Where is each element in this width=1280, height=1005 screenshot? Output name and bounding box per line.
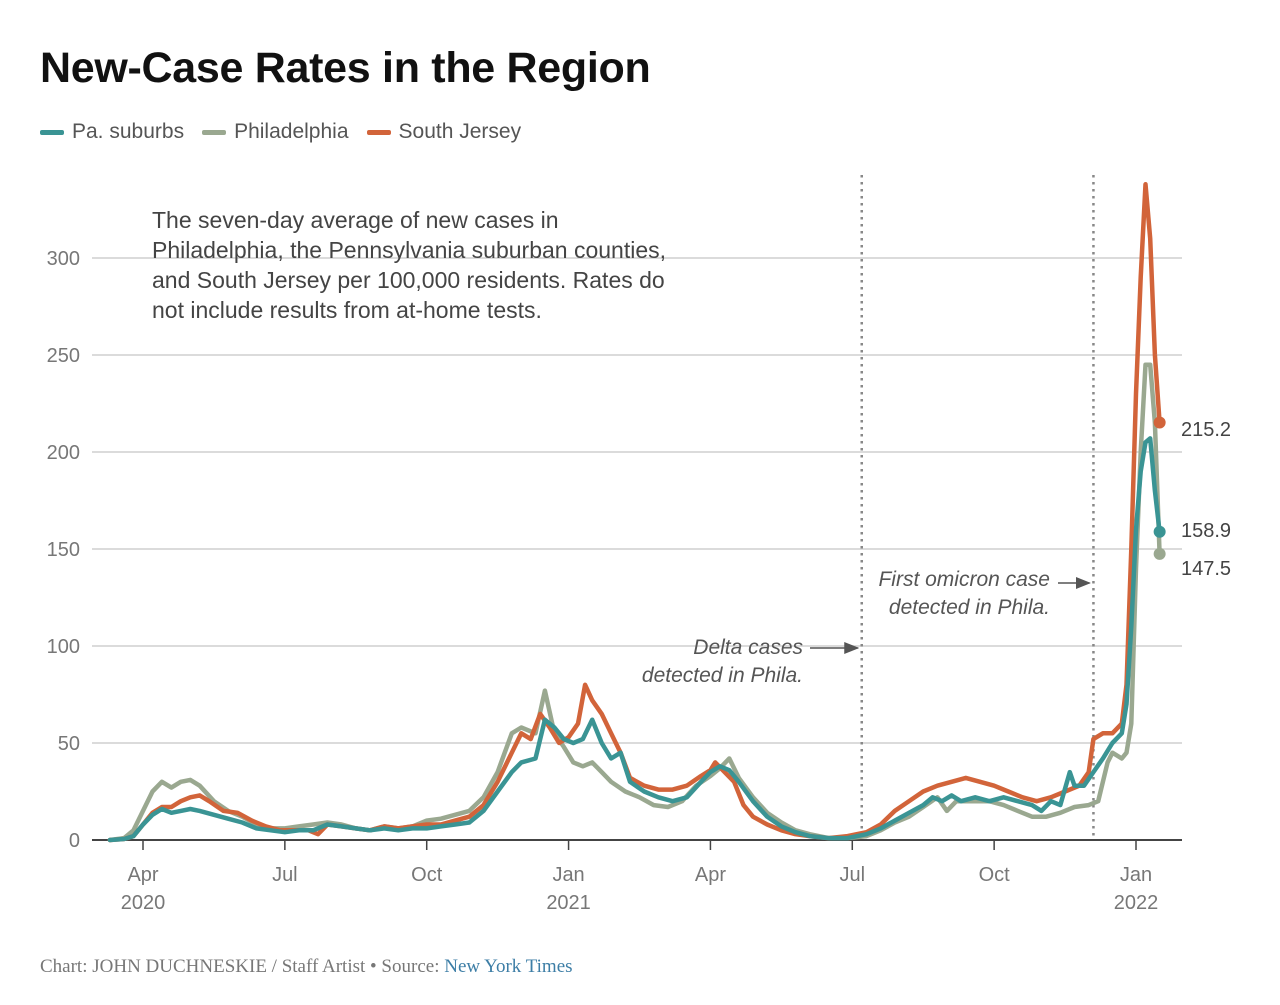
grid: 0 50 100 150 200 250 300: [47, 248, 1182, 852]
omicron-annotation: detected in Phila.: [889, 596, 1050, 619]
x-tick-year: 2020: [121, 892, 166, 914]
x-tick-label: Oct: [411, 864, 443, 886]
legend-label: South Jersey: [398, 120, 522, 143]
end-value-label: 158.9: [1181, 520, 1231, 542]
legend-swatch-south-jersey: [366, 129, 391, 135]
delta-annotation: detected in Phila.: [642, 664, 803, 687]
legend: Pa. suburbs Philadelphia South Jersey: [40, 120, 521, 144]
x-tick-label: Oct: [979, 864, 1011, 886]
legend-item-philadelphia: Philadelphia: [202, 120, 349, 144]
end-marker: [1153, 416, 1166, 429]
x-tick-label: Jul: [839, 864, 865, 886]
legend-swatch-philadelphia: [202, 129, 227, 135]
x-tick-year: 2022: [1114, 892, 1159, 914]
x-axis: Apr 2020 Jul Oct Jan 2021 Apr Jul Oct Jan 2022: [92, 839, 1182, 914]
y-tick-label: 200: [47, 442, 80, 464]
x-tick-year: 2021: [546, 892, 591, 914]
y-tick-label: 0: [69, 830, 80, 852]
x-tick-label: Apr: [127, 864, 158, 886]
chart-title: New-Case Rates in the Region: [40, 44, 651, 92]
delta-annotation: Delta cases: [693, 636, 803, 659]
annotation-lines: Delta cases detected in Phila. First omicr…: [642, 175, 1095, 840]
y-tick-label: 250: [47, 345, 80, 367]
series-line-pa-suburbs: [107, 436, 1162, 843]
end-value-label: 215.2: [1181, 419, 1231, 441]
x-tick-label: Apr: [695, 864, 726, 886]
source-link[interactable]: New York Times: [444, 956, 573, 977]
end-marker: [1153, 547, 1166, 560]
y-tick-label: 100: [47, 636, 80, 658]
end-value-label: 147.5: [1181, 558, 1231, 580]
legend-label: Pa. suburbs: [72, 120, 185, 143]
legend-item-pa-suburbs: Pa. suburbs: [40, 120, 184, 144]
legend-swatch-pa-suburbs: [40, 129, 64, 135]
chart-credit: Chart: JOHN DUCHNESKIE / Staff Artist • …: [40, 956, 573, 978]
end-markers: 158.9 147.5 215.2: [1153, 416, 1231, 580]
series-lines: [107, 182, 1162, 843]
legend-item-south-jersey: South Jersey: [366, 120, 522, 144]
chart-note: The seven-day average of new cases in Ph…: [152, 207, 667, 323]
omicron-annotation: First omicron case: [878, 568, 1050, 591]
x-tick-label: Jan: [1120, 864, 1152, 886]
legend-label: Philadelphia: [234, 120, 349, 143]
y-tick-label: 50: [58, 733, 80, 755]
end-marker: [1153, 525, 1166, 538]
x-tick-label: Jan: [552, 864, 584, 886]
x-tick-label: Jul: [272, 864, 298, 886]
credit-text: Chart: JOHN DUCHNESKIE / Staff Artist • …: [40, 956, 445, 977]
y-tick-label: 300: [47, 248, 80, 270]
y-tick-label: 150: [47, 539, 80, 561]
